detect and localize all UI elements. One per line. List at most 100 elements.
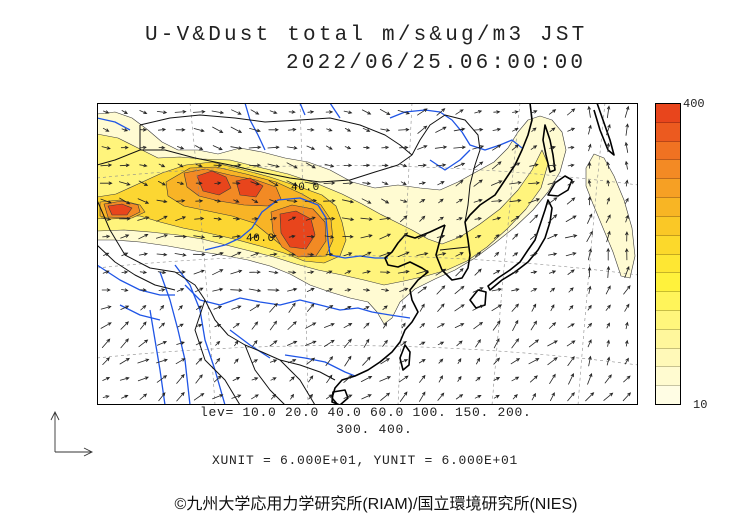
wind-arrow — [156, 199, 168, 203]
meridian — [299, 103, 309, 405]
wind-arrow — [587, 105, 591, 118]
wind-arrow — [622, 392, 632, 402]
wind-arrow — [606, 265, 611, 278]
map-frame — [97, 103, 638, 405]
wind-arrow — [137, 198, 150, 204]
wind-arrow — [251, 377, 259, 381]
wind-arrow — [625, 321, 629, 330]
wind-arrow — [625, 214, 629, 223]
wind-arrow — [587, 372, 593, 385]
wind-arrow — [325, 110, 334, 114]
wind-arrow — [156, 252, 168, 257]
wind-arrow — [475, 339, 481, 348]
wind-arrow — [456, 340, 463, 347]
wind-arrow — [195, 181, 203, 185]
wind-arrow — [587, 213, 593, 224]
wind-arrow — [140, 145, 147, 150]
wind-arrow — [418, 181, 427, 185]
wind-arrow — [121, 394, 129, 399]
wind-arrow — [454, 285, 465, 295]
wind-arrow — [140, 304, 147, 311]
island-taiwan — [399, 344, 411, 371]
wind-arrow — [605, 214, 611, 223]
wind-arrow — [159, 304, 165, 311]
wind-arrow — [587, 196, 592, 206]
wind-arrow — [194, 287, 204, 293]
wind-arrow — [193, 392, 205, 401]
wind-arrow — [547, 234, 558, 240]
wind-arrow — [139, 393, 148, 400]
wind-arrow — [605, 304, 611, 311]
wind-arrow — [437, 303, 445, 312]
wind-arrow — [270, 235, 277, 239]
wind-arrow — [435, 126, 447, 133]
wind-arrow — [267, 145, 280, 150]
wind-arrow — [230, 126, 243, 133]
wind-arrow — [343, 110, 353, 114]
wind-arrow — [549, 287, 556, 293]
wind-arrow — [176, 341, 185, 345]
wind-arrow — [379, 251, 392, 257]
wind-arrow — [606, 339, 610, 347]
colorbar-band — [656, 386, 680, 404]
wind-arrow — [510, 162, 521, 169]
wind-arrow — [193, 235, 206, 239]
wind-arrow — [233, 358, 239, 364]
border-south-asia — [97, 244, 316, 405]
wind-arrow — [623, 285, 631, 295]
wind-arrow — [419, 322, 426, 329]
wind-arrow — [456, 198, 463, 204]
wind-arrow — [511, 338, 520, 349]
wind-arrow — [156, 358, 168, 364]
wind-arrow — [588, 248, 592, 261]
wind-arrow — [177, 163, 184, 168]
wind-arrow — [588, 124, 592, 135]
wind-arrow — [454, 304, 465, 312]
wind-arrow — [214, 181, 222, 185]
wind-arrow — [101, 288, 111, 292]
wind-arrow — [251, 217, 259, 221]
wind-arrow — [587, 266, 592, 278]
copyright-footer: ©九州大学応用力学研究所(RIAM)/国立環境研究所(NIES) — [174, 496, 578, 513]
wind-arrow — [176, 391, 185, 402]
wind-arrow — [625, 247, 629, 261]
wind-arrow — [344, 270, 352, 274]
wind-arrow — [568, 305, 574, 311]
wind-arrow — [380, 128, 391, 132]
wind-arrow — [270, 217, 278, 221]
wind-arrow — [195, 145, 204, 151]
wind-arrow — [270, 359, 278, 363]
wind-arrow — [567, 269, 575, 275]
wind-arrow — [530, 288, 538, 292]
wind-arrow — [624, 265, 630, 278]
wind-arrow — [436, 285, 446, 295]
wind-arrow — [547, 340, 558, 347]
wind-arrow — [380, 358, 390, 365]
colorbar-band — [656, 122, 680, 142]
wind-arrow — [437, 181, 445, 186]
wind-arrow — [305, 162, 316, 169]
wind-arrow — [400, 340, 407, 346]
wind-arrow — [139, 110, 148, 114]
wind-arrow — [137, 216, 150, 221]
wind-arrow — [325, 356, 334, 366]
wind-arrow — [119, 197, 131, 205]
wind-arrow — [250, 181, 260, 186]
wind-arrow — [401, 322, 406, 329]
wind-arrow — [286, 199, 298, 203]
wind-arrow — [624, 141, 629, 153]
colorbar-band — [656, 292, 680, 311]
wind-arrow — [305, 216, 316, 221]
wind-arrow — [528, 358, 540, 365]
wind-arrow — [175, 128, 186, 132]
wind-arrow — [565, 252, 577, 257]
wind-arrow — [100, 163, 113, 167]
wind-arrow — [325, 304, 334, 311]
wind-arrow — [362, 270, 371, 274]
wind-arrow — [213, 217, 223, 221]
wind-arrow — [250, 109, 260, 115]
wind-arrow — [307, 110, 315, 114]
wind-arrow — [212, 235, 224, 239]
island-kyushu — [469, 289, 487, 309]
wind-arrow — [398, 128, 410, 132]
